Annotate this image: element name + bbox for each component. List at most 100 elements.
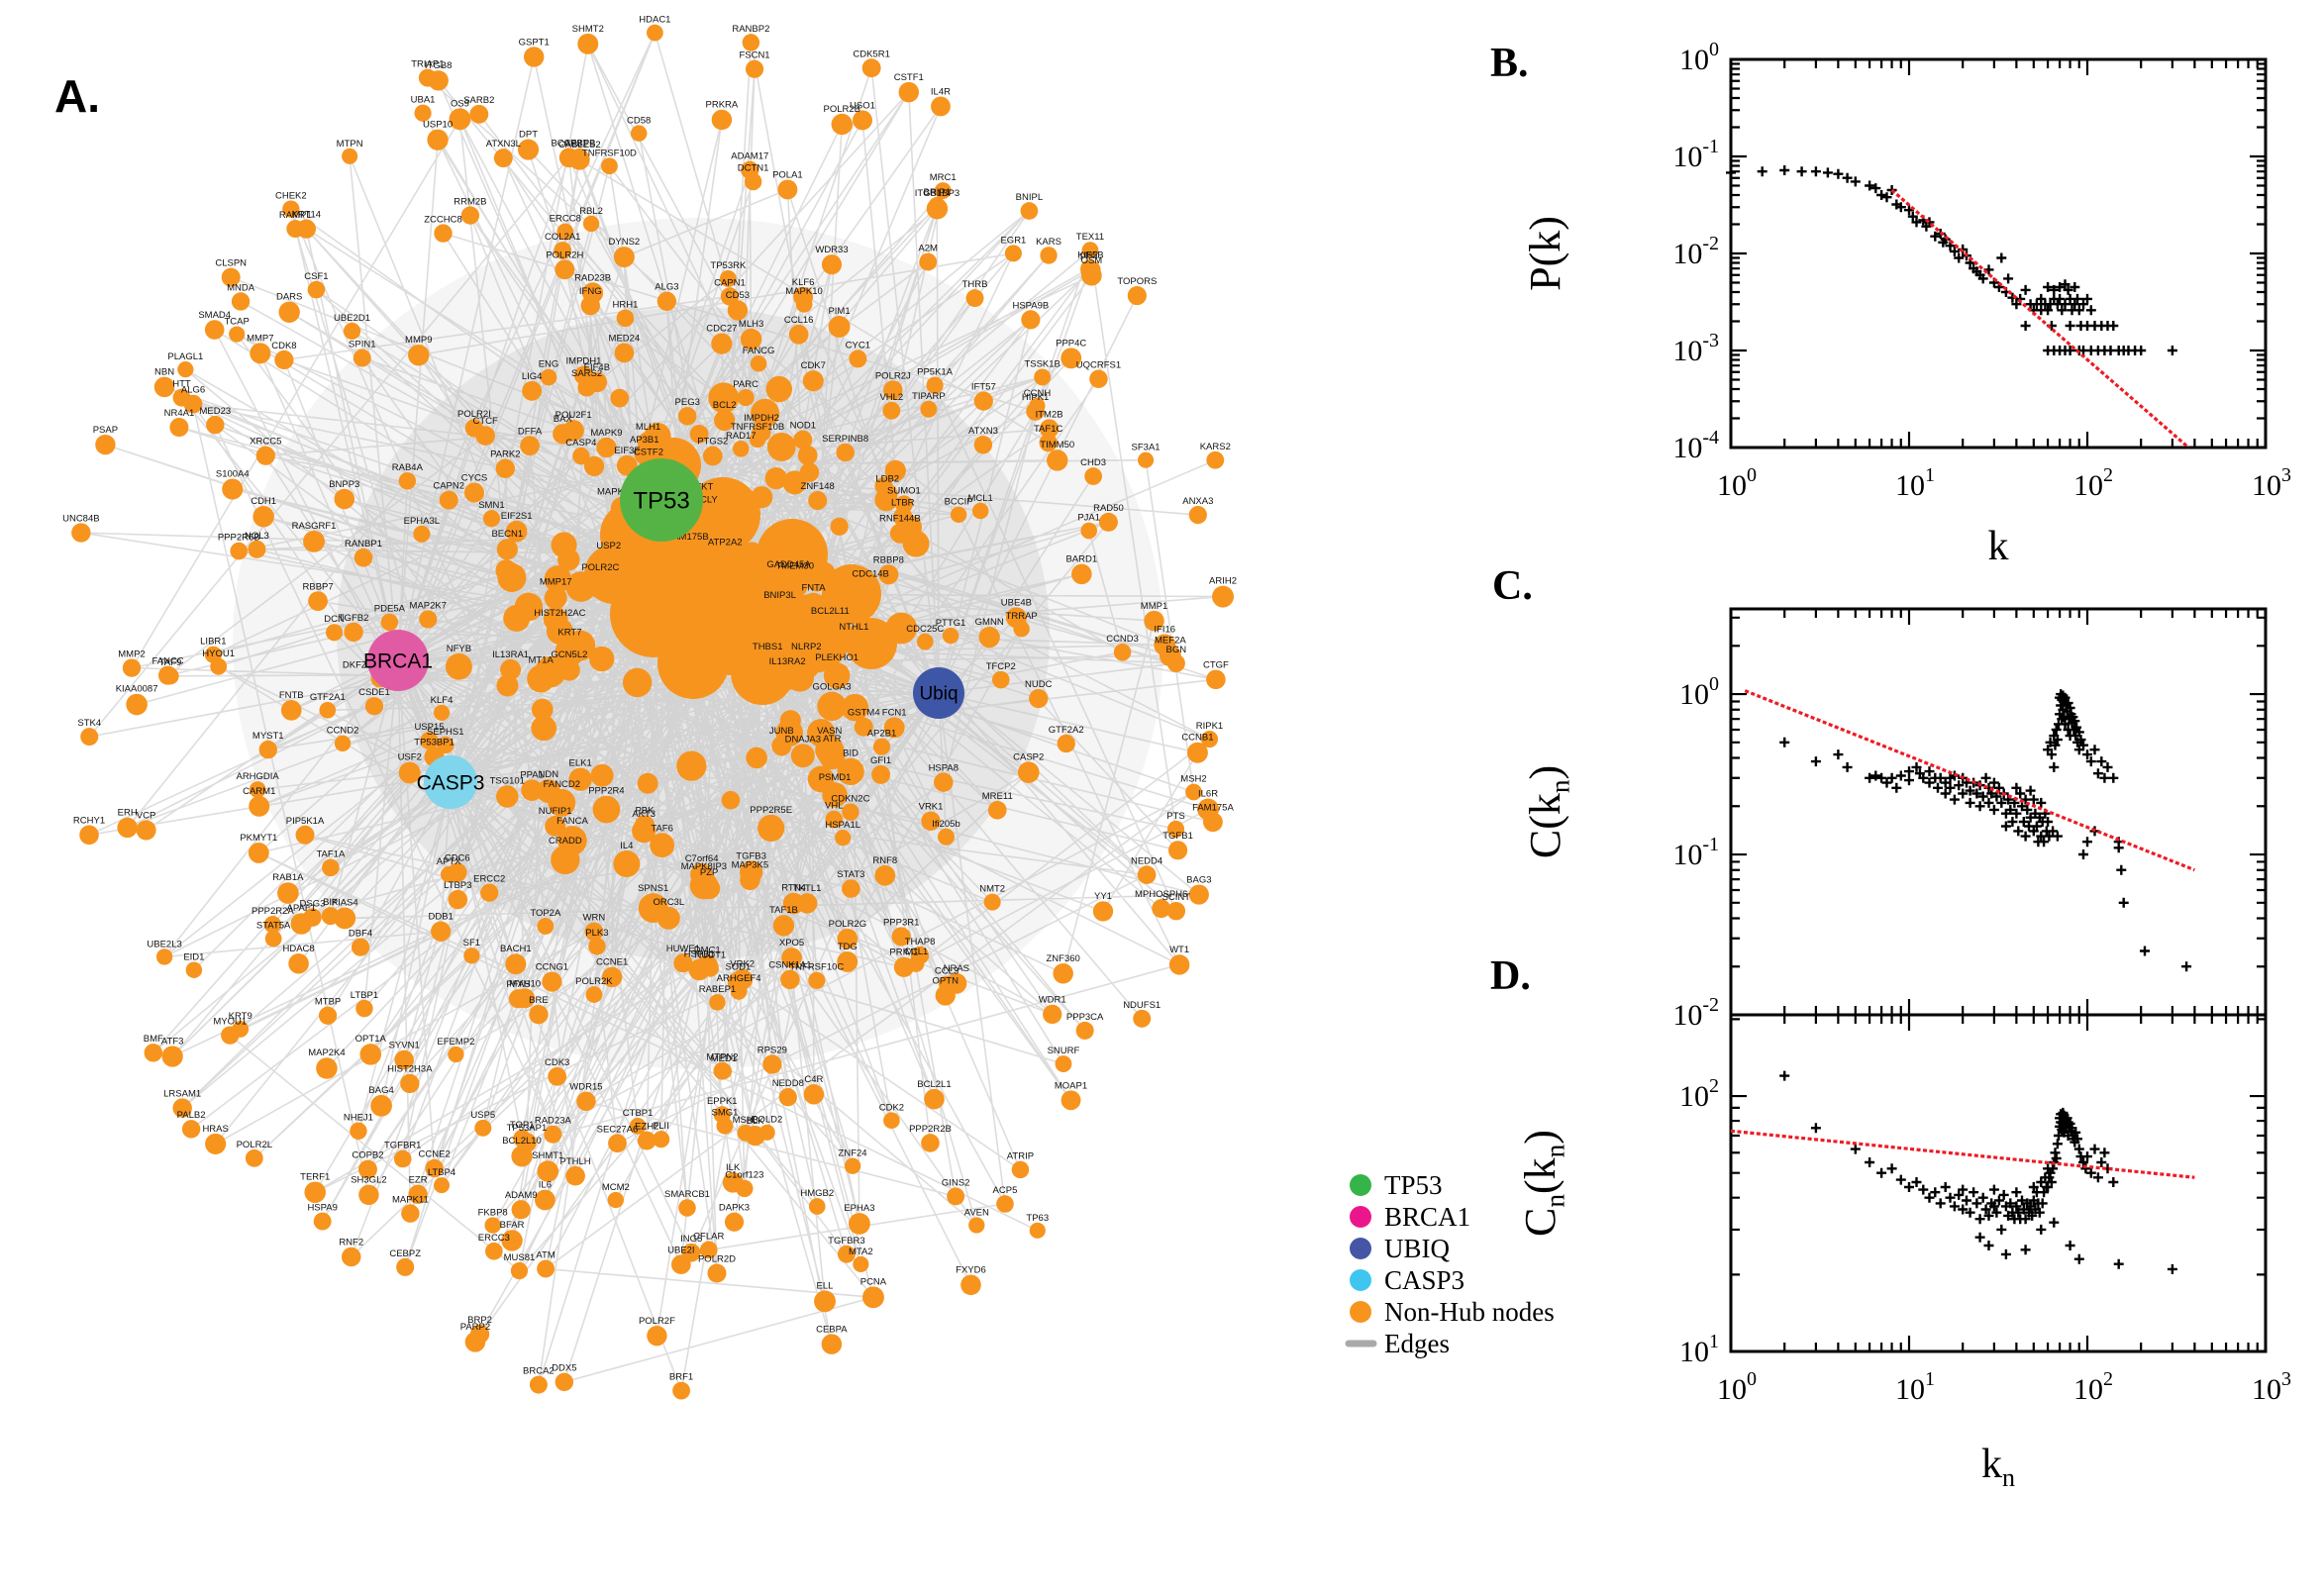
panel-c-label: C. — [1492, 563, 1533, 609]
gene-label: RNF2 — [339, 1238, 363, 1248]
gene-label: MAPK10 — [785, 286, 823, 297]
non-hub-node — [1197, 798, 1219, 821]
gene-label: DBF4 — [349, 929, 372, 940]
gene-label: IL13RA1 — [492, 649, 529, 660]
gene-label: ITGB1BP3 — [915, 188, 960, 199]
gene-label: FNTB — [279, 690, 304, 701]
gene-label: ERCC8 — [550, 214, 581, 225]
non-hub-node — [926, 198, 949, 220]
gene-label: RRM2B — [454, 196, 486, 207]
gene-label: MAPK11 — [392, 1194, 429, 1205]
gene-label: PP5K1A — [917, 367, 954, 378]
gene-label: SHMT1 — [532, 1150, 563, 1161]
non-hub-node — [947, 1187, 965, 1206]
gene-label: IFT57 — [971, 382, 996, 393]
gene-label: TGFB1 — [1162, 831, 1193, 842]
gene-label: MTA2 — [849, 1247, 873, 1257]
non-hub-node — [408, 1184, 428, 1204]
gene-label: TP63 — [1026, 1213, 1049, 1224]
network-nodes — [71, 24, 1234, 1400]
non-hub-node — [288, 952, 309, 974]
gene-label: TIPARP — [912, 391, 946, 402]
gene-label: EIF4B — [584, 362, 610, 373]
non-hub-node — [802, 370, 824, 392]
gene-label: HSPA8 — [929, 762, 959, 773]
gene-label: CDC14B — [852, 569, 889, 580]
gene-label: GSTM4 — [848, 708, 880, 719]
gene-label: HSPB1 — [684, 949, 715, 960]
gene-label: RANBP1 — [345, 539, 382, 549]
gene-label: DMC1 — [694, 945, 721, 955]
non-hub-node — [420, 732, 439, 750]
gene-label: MCM2 — [602, 1182, 630, 1193]
non-hub-node — [1113, 644, 1132, 661]
non-hub-node — [707, 1263, 727, 1283]
gene-label: PIP5K1A — [286, 816, 325, 827]
gene-label: MAP3K5 — [732, 860, 769, 871]
non-hub-node — [1152, 899, 1171, 919]
non-hub-node — [815, 736, 845, 765]
gene-label: PARC — [733, 379, 758, 390]
gene-label: PRKRA — [706, 100, 739, 111]
non-hub-node — [583, 455, 605, 477]
non-hub-node — [1071, 563, 1092, 585]
gene-label: HRH1 — [613, 300, 639, 311]
non-hub-node — [1060, 348, 1082, 369]
gene-label: TAF1A — [316, 849, 346, 860]
gene-label: VCP — [137, 810, 156, 821]
non-hub-node — [614, 343, 635, 363]
non-hub-node — [1206, 669, 1226, 690]
non-hub-node — [286, 220, 305, 239]
gene-label: C4R — [804, 1074, 823, 1085]
gene-label: NFYB — [447, 644, 471, 654]
non-hub-node — [448, 889, 468, 910]
non-hub-node — [1185, 783, 1202, 801]
non-hub-node — [781, 570, 809, 598]
gene-label: DSG3 — [300, 898, 326, 909]
y-tick-label: 100 — [1679, 673, 1719, 711]
gene-label: RAD23A — [535, 1116, 572, 1127]
non-hub-node — [1133, 1009, 1152, 1028]
non-hub-node — [358, 1184, 379, 1206]
non-hub-node — [316, 1057, 338, 1079]
gene-label: BRCA2 — [523, 1366, 555, 1377]
gene-label: ILK — [726, 1162, 741, 1173]
gene-label: FSCN1 — [739, 50, 769, 61]
non-hub-node — [779, 710, 801, 732]
gene-label: COPB2 — [352, 1150, 383, 1161]
gene-label: FANCG — [743, 346, 775, 356]
gene-label: TKT — [695, 482, 713, 493]
non-hub-node — [830, 517, 849, 536]
non-hub-node — [729, 567, 755, 592]
gene-label: RAD17 — [726, 431, 757, 442]
non-hub-node — [1046, 449, 1068, 471]
non-hub-node — [126, 693, 148, 716]
gene-label: TAF1C — [1034, 424, 1063, 435]
gene-label: THRB — [962, 279, 988, 290]
gene-label: BACH1 — [500, 944, 532, 954]
gene-label: FCN1 — [882, 707, 907, 718]
non-hub-node — [775, 665, 800, 691]
non-hub-node — [537, 1259, 556, 1278]
non-hub-node — [555, 637, 585, 667]
gene-label: GFI1 — [870, 755, 891, 766]
non-hub-node — [474, 1119, 492, 1137]
non-hub-node — [702, 446, 723, 466]
gene-label: LTBR — [891, 497, 915, 508]
gene-label: BRE — [529, 995, 549, 1006]
gene-label: RBL2 — [579, 206, 603, 217]
non-hub-node — [919, 252, 938, 271]
gene-label: CRADD — [549, 836, 582, 847]
gene-label: DPT — [519, 130, 538, 141]
gene-label: UBE4B — [1001, 597, 1032, 608]
non-hub-node — [837, 950, 858, 972]
gene-label: SNURF — [1048, 1046, 1080, 1056]
non-hub-node — [582, 282, 604, 304]
non-hub-node — [823, 662, 851, 689]
non-hub-node — [433, 1177, 451, 1194]
non-hub-node — [304, 1181, 327, 1204]
non-hub-node — [434, 224, 453, 243]
non-hub-node — [821, 254, 843, 275]
